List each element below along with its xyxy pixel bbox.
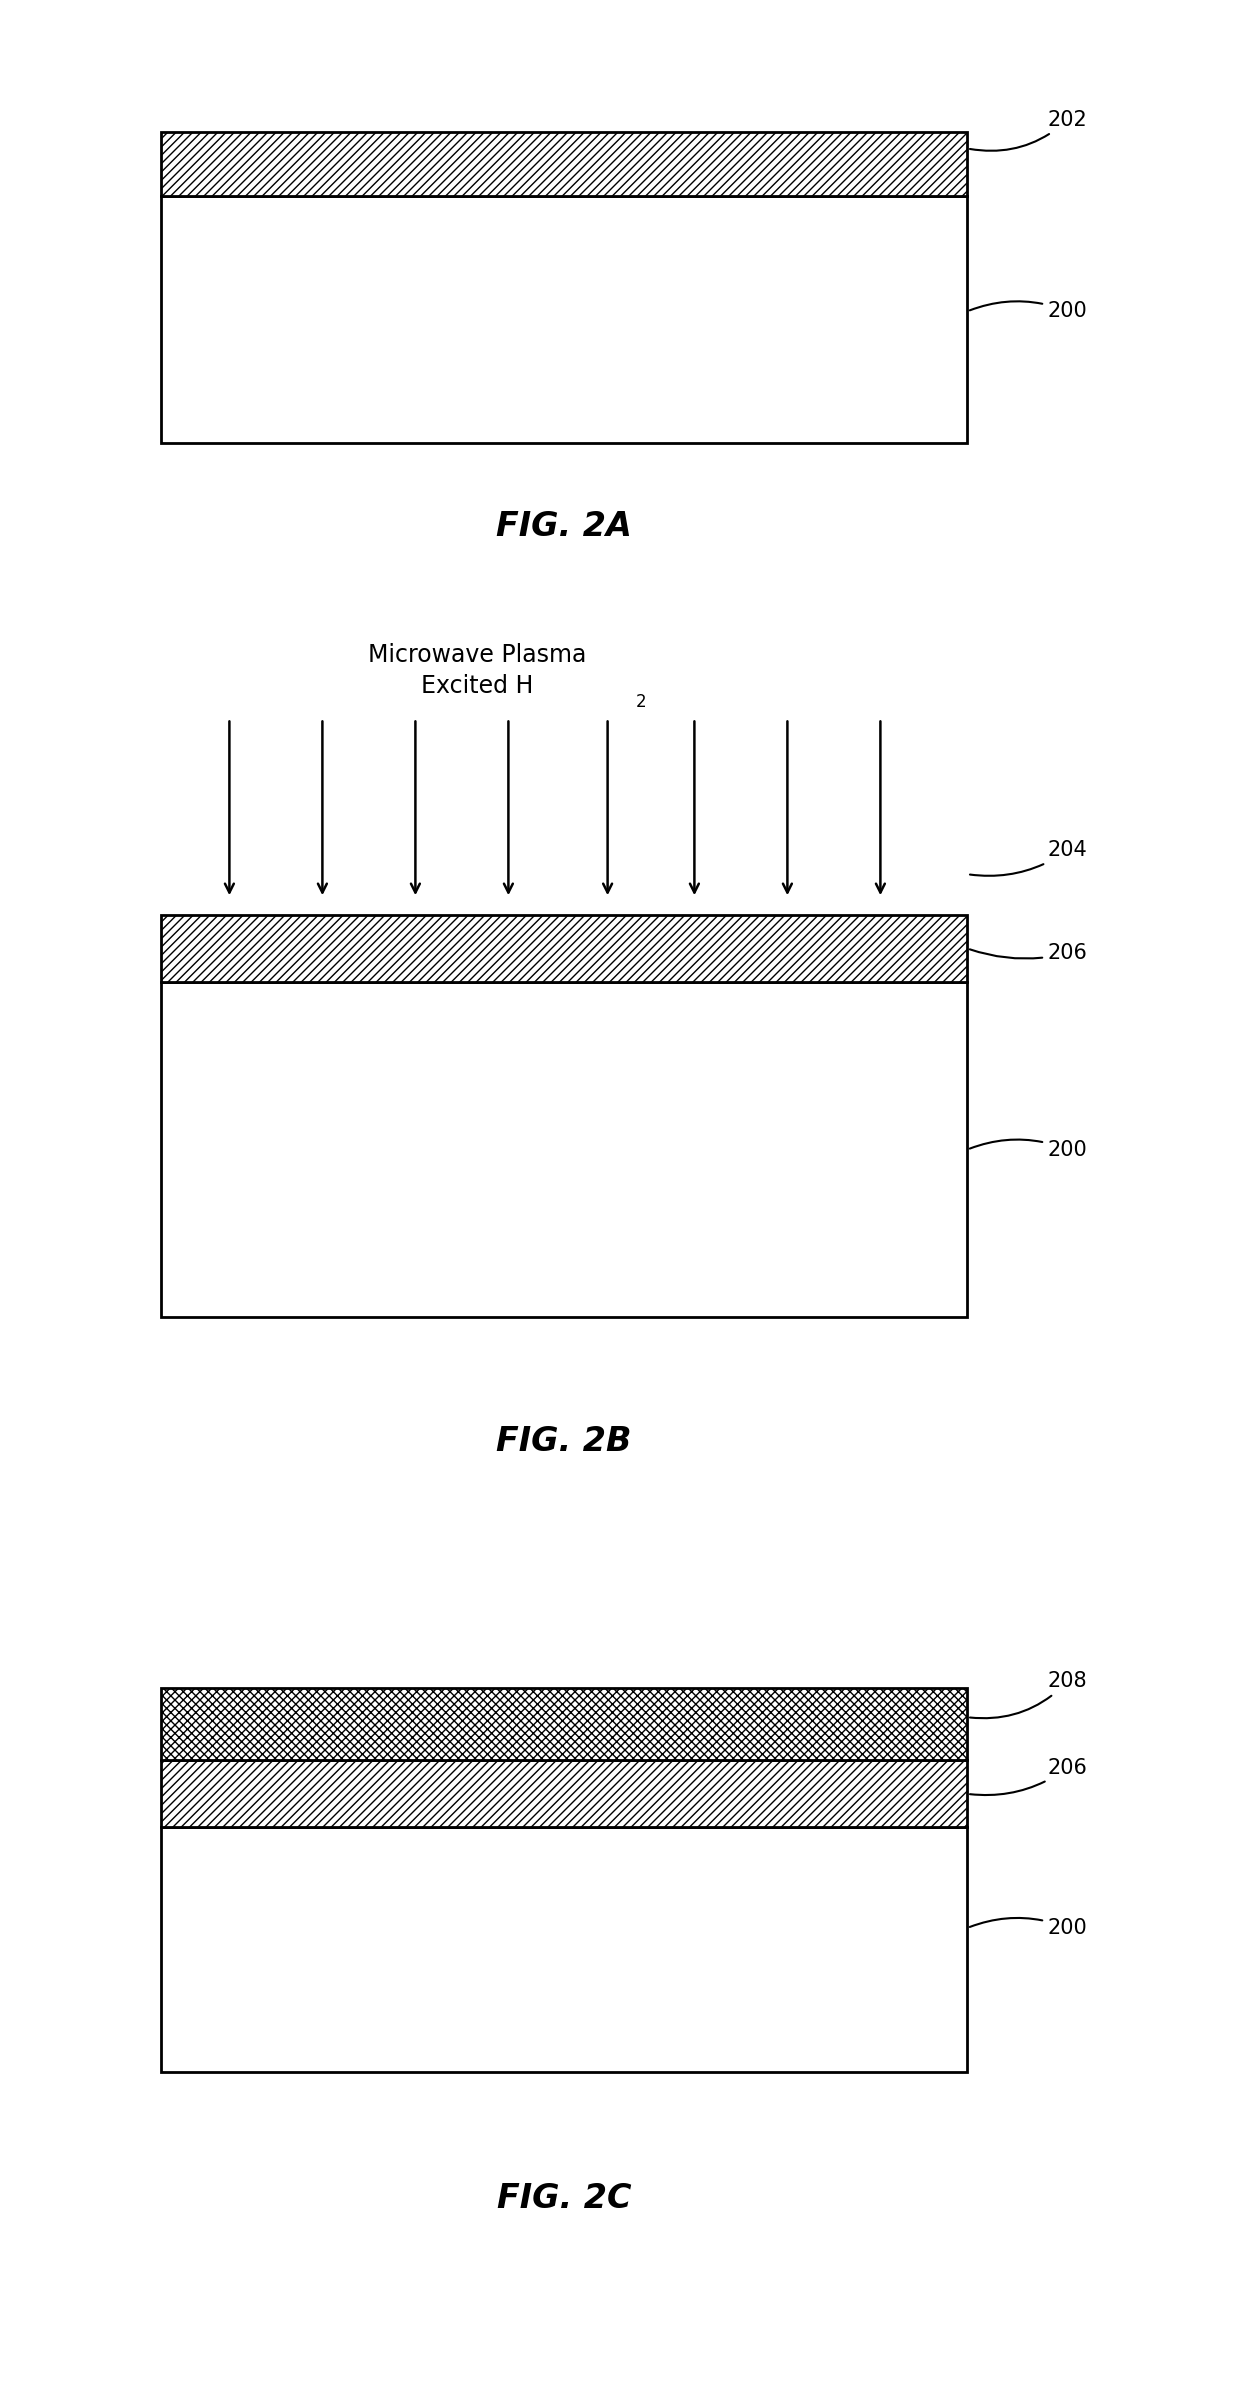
Text: 206: 206 [970, 944, 1087, 963]
Text: 200: 200 [970, 1918, 1087, 1938]
Text: 202: 202 [970, 110, 1087, 151]
Text: FIG. 2C: FIG. 2C [497, 2182, 631, 2215]
Bar [161, 1827, 967, 2072]
Text: 204: 204 [970, 841, 1087, 877]
Text: Microwave Plasma
Excited H: Microwave Plasma Excited H [368, 642, 587, 699]
Text: 2: 2 [636, 692, 647, 711]
Text: FIG. 2A: FIG. 2A [496, 510, 632, 544]
Bar [161, 1760, 967, 1827]
Bar [161, 1688, 967, 1760]
Text: FIG. 2B: FIG. 2B [496, 1425, 632, 1459]
Bar [161, 132, 967, 196]
Bar [161, 196, 967, 443]
Text: 206: 206 [970, 1758, 1087, 1794]
Text: 200: 200 [970, 1140, 1087, 1159]
Bar [161, 915, 967, 982]
Text: 208: 208 [970, 1672, 1087, 1717]
Text: 200: 200 [970, 302, 1087, 321]
Bar [161, 982, 967, 1317]
